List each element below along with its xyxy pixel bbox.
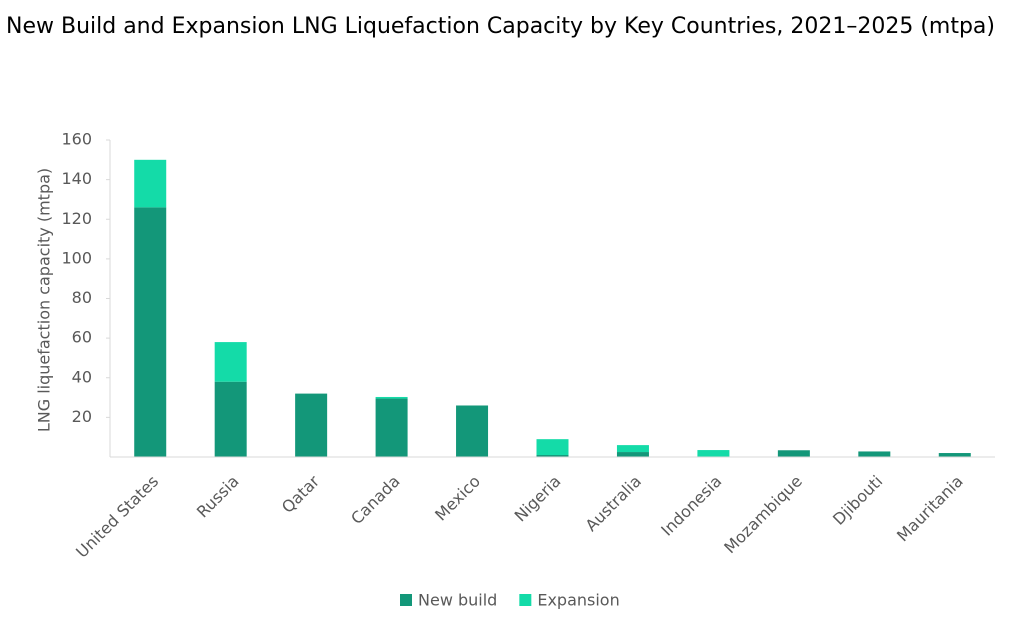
x-tick-label: Mozambique: [720, 472, 806, 558]
bar-segment: [777, 450, 810, 457]
bar-segment: [938, 453, 971, 457]
x-tick-label: Nigeria: [511, 472, 565, 526]
legend-label: Expansion: [537, 591, 619, 610]
legend-label: New build: [418, 591, 497, 610]
bar-segment: [858, 451, 891, 457]
y-tick-label: 160: [61, 130, 92, 149]
y-tick-label: 120: [61, 209, 92, 228]
chart-title: New Build and Expansion LNG Liquefaction…: [6, 14, 995, 39]
bar-segment: [295, 393, 328, 457]
bar-segment: [616, 445, 649, 453]
bar-segment: [616, 452, 649, 457]
y-tick-label: 20: [72, 407, 92, 426]
x-tick-label: Australia: [581, 472, 644, 535]
y-tick-label: 140: [61, 169, 92, 188]
bar-segment: [536, 455, 569, 457]
x-tick-label: Mauritania: [893, 472, 967, 546]
bar-segment: [375, 398, 408, 457]
x-tick-label: Canada: [347, 472, 403, 528]
legend-swatch: [400, 594, 412, 606]
bar-segment: [697, 450, 730, 457]
legend-swatch: [519, 594, 532, 606]
y-tick-label: 60: [72, 328, 92, 347]
bar-segment: [134, 207, 167, 457]
x-tick-label: United States: [72, 472, 162, 562]
x-tick-label: Indonesia: [657, 472, 725, 540]
x-tick-label: Djibouti: [829, 472, 886, 529]
bar-segment: [214, 381, 247, 457]
bar-segment: [536, 439, 569, 456]
x-tick-label: Qatar: [278, 471, 324, 517]
bar-segment: [214, 342, 247, 382]
bar-segment: [456, 405, 489, 457]
y-tick-label: 40: [72, 367, 92, 386]
y-tick-label: 100: [61, 248, 92, 267]
x-tick-label: Mexico: [431, 472, 484, 525]
y-axis-label: LNG liquefaction capacity (mtpa): [35, 168, 54, 432]
y-tick-label: 80: [72, 288, 92, 307]
x-tick-label: Russia: [193, 472, 243, 522]
bar-segment: [134, 159, 167, 208]
bar-segment: [375, 396, 408, 399]
